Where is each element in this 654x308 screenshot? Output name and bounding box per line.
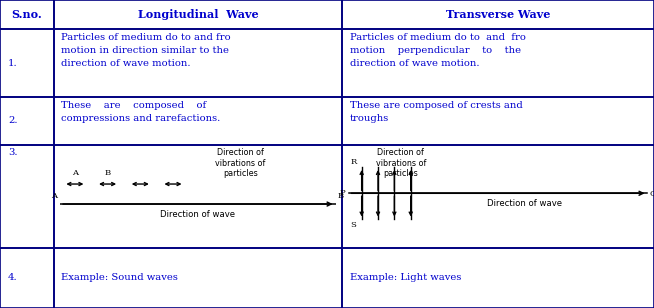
- Text: R: R: [350, 158, 356, 165]
- Text: Transverse Wave: Transverse Wave: [446, 9, 550, 20]
- Text: 4.: 4.: [8, 274, 18, 282]
- Text: P: P: [339, 189, 345, 197]
- Text: B: B: [105, 169, 111, 177]
- Bar: [342, 0, 654, 29]
- Bar: [54, 29, 342, 97]
- Text: These are composed of crests and
troughs: These are composed of crests and troughs: [350, 101, 523, 123]
- Bar: [54, 97, 342, 145]
- Bar: [54, 145, 342, 248]
- Bar: [342, 145, 654, 248]
- Text: S.no.: S.no.: [11, 9, 43, 20]
- Bar: [54, 0, 342, 29]
- Bar: [0, 97, 54, 145]
- Text: Direction of
vibrations of
particles: Direction of vibrations of particles: [215, 148, 266, 178]
- Text: Particles of medium do to  and  fro
motion    perpendicular    to    the
directi: Particles of medium do to and fro motion…: [350, 33, 526, 68]
- Text: Direction of
vibrations of
particles: Direction of vibrations of particles: [375, 148, 426, 178]
- Bar: [342, 97, 654, 145]
- Text: Particles of medium do to and fro
motion in direction similar to the
direction o: Particles of medium do to and fro motion…: [61, 33, 231, 68]
- Text: A: A: [72, 169, 78, 177]
- Text: These    are    composed    of
compressions and rarefactions.: These are composed of compressions and r…: [61, 101, 221, 123]
- Text: Example: Light waves: Example: Light waves: [350, 274, 461, 282]
- Text: Direction of wave: Direction of wave: [160, 209, 235, 219]
- Bar: [0, 145, 54, 248]
- Text: 2.: 2.: [8, 116, 18, 125]
- Text: B: B: [337, 192, 343, 200]
- Bar: [0, 29, 54, 97]
- Text: S: S: [351, 221, 356, 229]
- Text: Example: Sound waves: Example: Sound waves: [61, 274, 179, 282]
- Bar: [342, 248, 654, 308]
- Text: 1.: 1.: [8, 59, 18, 68]
- Bar: [54, 248, 342, 308]
- Text: Longitudinal  Wave: Longitudinal Wave: [137, 9, 258, 20]
- Text: Direction of wave: Direction of wave: [487, 200, 562, 209]
- Text: 3.: 3.: [8, 148, 18, 157]
- Bar: [0, 248, 54, 308]
- Text: Q: Q: [649, 189, 654, 197]
- Bar: [342, 29, 654, 97]
- Bar: [0, 0, 54, 29]
- Text: A: A: [51, 192, 57, 200]
